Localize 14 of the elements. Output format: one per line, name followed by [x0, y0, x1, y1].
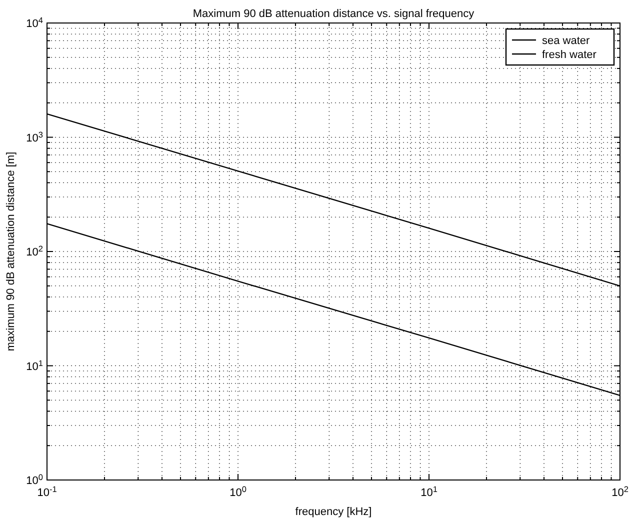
y-tick-label: 10$^{0}$ [26, 472, 44, 487]
legend-label: fresh water [542, 49, 597, 61]
legend-label: sea water [542, 35, 590, 47]
y-tick-label: 10$^{4}$ [26, 16, 44, 30]
y-axis-title: maximum 90 dB attenuation distance [m] [5, 152, 17, 352]
y-tick-label: 10$^{3}$ [26, 130, 44, 144]
x-tick-label: 10$^{0}$ [230, 484, 247, 499]
y-tick-label: 10$^{1}$ [26, 358, 44, 373]
x-axis-title: frequency [kHz] [295, 506, 372, 518]
chart-title: Maximum 90 dB attenuation distance vs. signal frequency [192, 8, 475, 20]
y-tick-label: 10$^{2}$ [26, 244, 44, 258]
x-tick-label: 10$^{2}$ [612, 484, 629, 499]
x-tick-label: 10$^{1}$ [420, 484, 438, 499]
x-tick-label: 10$^{-1}$ [37, 484, 58, 499]
